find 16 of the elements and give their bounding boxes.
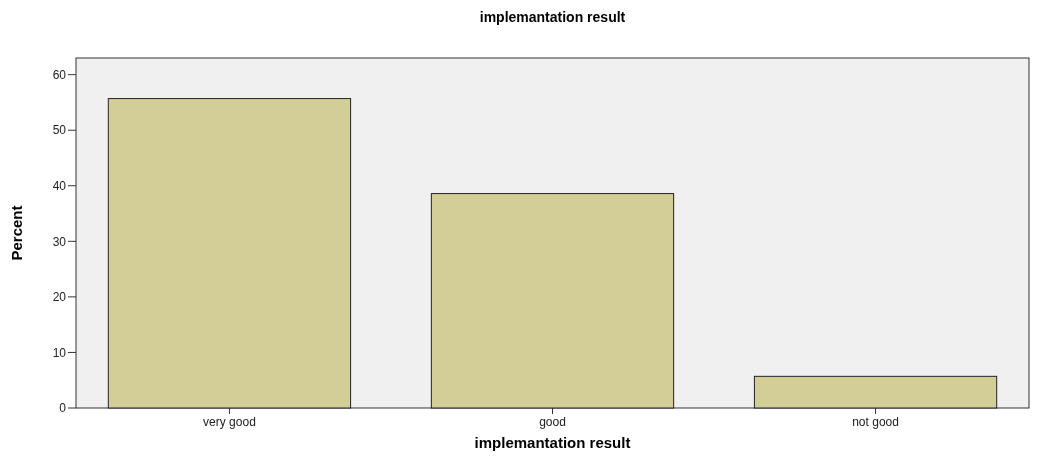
x-tick-label: good [539, 415, 566, 429]
y-tick-label: 40 [52, 178, 67, 193]
x-tick-label: very good [203, 415, 256, 429]
bar [430, 193, 675, 409]
y-tick-label: 0 [59, 401, 67, 416]
y-tick-label: 30 [52, 234, 67, 249]
x-axis-title: implemantation result [474, 434, 631, 451]
bar [107, 98, 352, 409]
y-tick-label: 60 [52, 67, 67, 82]
x-tick-label: not good [852, 415, 899, 429]
y-axis-title: Percent [8, 205, 25, 261]
y-tick-label: 50 [52, 123, 67, 138]
y-tick-label: 10 [52, 345, 67, 360]
chart-title: implemantation result [479, 9, 626, 25]
y-tick-label: 20 [52, 290, 67, 305]
bar [753, 375, 998, 409]
